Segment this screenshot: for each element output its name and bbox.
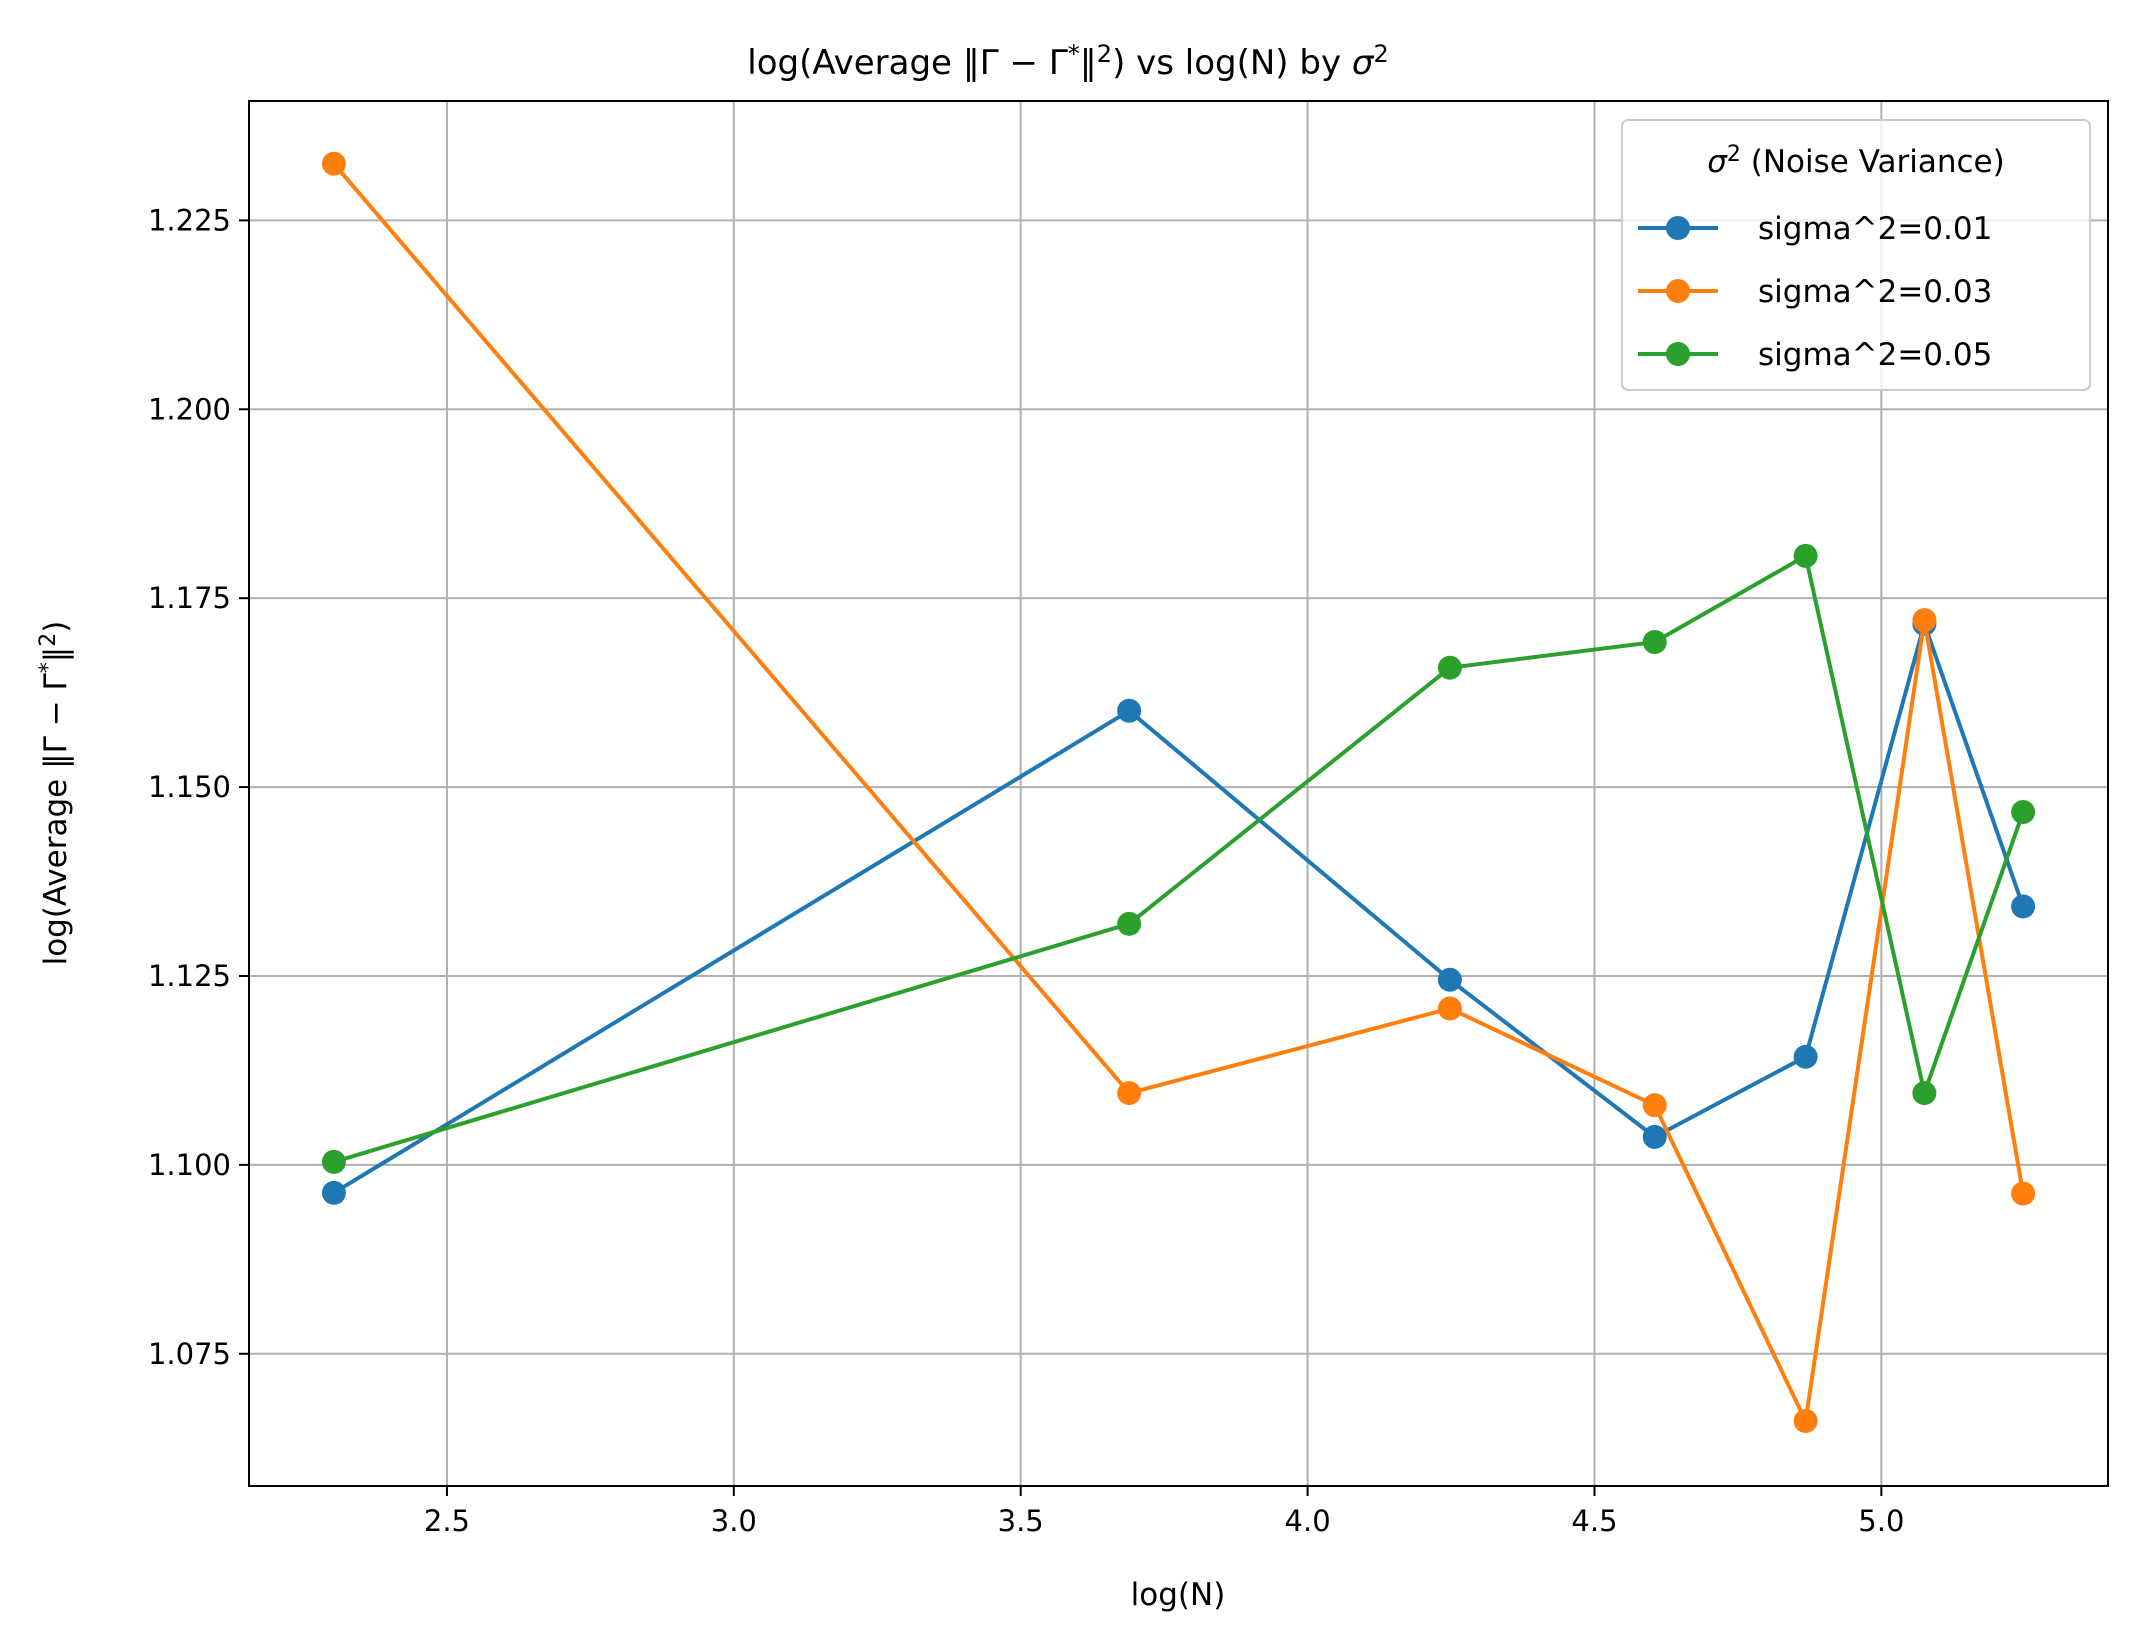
y-tick-label: 1.125 xyxy=(148,959,231,993)
x-tick-label: 4.5 xyxy=(1571,1504,1617,1538)
series-sigma^2=0.03 xyxy=(321,151,2036,1434)
series-line xyxy=(331,621,2026,1196)
y-tick-label: 1.075 xyxy=(148,1337,231,1371)
legend-entry: sigma^2=0.05 xyxy=(1638,337,1992,373)
x-tick-label: 3.0 xyxy=(711,1504,757,1538)
data-point xyxy=(1642,630,1667,655)
data-point xyxy=(1117,911,1142,936)
chart-title: log(Average ‖Γ − Γ*‖2) vs log(N) by σ2 xyxy=(747,40,1388,83)
y-tick-label: 1.100 xyxy=(148,1148,231,1182)
legend-label: sigma^2=0.03 xyxy=(1758,274,1992,310)
data-point xyxy=(2011,1181,2036,1206)
legend-marker xyxy=(1666,279,1690,303)
y-axis-label: log(Average ‖Γ − Γ*‖2) xyxy=(36,621,74,966)
data-point xyxy=(2011,800,2036,825)
data-point xyxy=(1912,608,1937,633)
legend-marker xyxy=(1666,342,1690,366)
x-tick-label: 2.5 xyxy=(424,1504,470,1538)
x-tick-label: 5.0 xyxy=(1858,1504,1904,1538)
x-axis-label: log(N) xyxy=(1131,1577,1226,1613)
data-point xyxy=(1642,1124,1667,1149)
legend-label: sigma^2=0.05 xyxy=(1758,337,1992,373)
legend-entry: sigma^2=0.03 xyxy=(1638,274,1992,310)
legend-marker xyxy=(1666,216,1690,240)
y-tick-label: 1.200 xyxy=(148,392,231,426)
y-tick-label: 1.225 xyxy=(148,203,231,237)
data-point xyxy=(2011,894,2036,919)
legend-entries: sigma^2=0.01 sigma^2=0.03 sigma^2=0.05 xyxy=(1638,211,1992,373)
data-point xyxy=(1437,655,1462,680)
data-point xyxy=(1437,996,1462,1021)
data-point xyxy=(1117,1081,1142,1106)
x-tick-label: 4.0 xyxy=(1285,1504,1331,1538)
legend-entry: sigma^2=0.01 xyxy=(1638,211,1992,247)
x-tick-label: 3.5 xyxy=(998,1504,1044,1538)
data-point xyxy=(1437,967,1462,992)
data-point xyxy=(321,151,346,176)
series-sigma^2=0.01 xyxy=(321,611,2036,1205)
series-sigma^2=0.05 xyxy=(321,543,2036,1174)
legend-title: σ2 (Noise Variance) xyxy=(1707,142,2004,180)
y-tick-label: 1.175 xyxy=(148,581,231,615)
data-point xyxy=(1793,1409,1818,1434)
data-point xyxy=(1793,543,1818,568)
legend-box xyxy=(1621,119,2091,391)
plot-frame xyxy=(248,100,2109,1487)
axis-ticks: 2.5 3.0 3.5 4.0 4.5 5.0 1.075 1.100 1.125 1.150 1.… xyxy=(148,203,1904,1538)
data-point xyxy=(1912,1081,1937,1106)
data-point xyxy=(1793,1044,1818,1069)
series-line xyxy=(331,553,2026,1165)
series-group xyxy=(321,151,2036,1434)
y-tick-label: 1.150 xyxy=(148,770,231,804)
data-point xyxy=(1642,1093,1667,1118)
data-point xyxy=(1117,698,1142,723)
data-point xyxy=(321,1149,346,1174)
legend: σ2 (Noise Variance) sigma^2=0.01sigma^2=… xyxy=(1621,119,2091,391)
legend-label: sigma^2=0.01 xyxy=(1758,211,1992,247)
data-point xyxy=(321,1180,346,1205)
